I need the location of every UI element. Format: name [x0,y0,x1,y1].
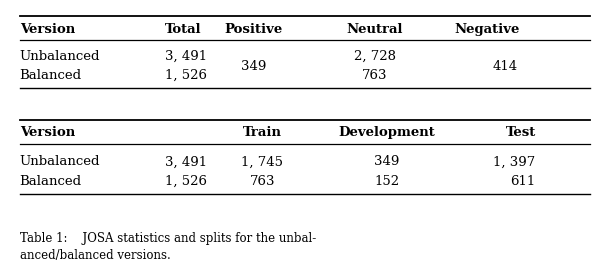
Text: Total: Total [165,23,202,36]
Text: 3, 491: 3, 491 [165,50,207,63]
Text: 414: 414 [493,60,518,73]
Text: 152: 152 [375,175,400,188]
Text: Unbalanced: Unbalanced [20,50,100,63]
Text: Train: Train [243,127,282,139]
Text: Balanced: Balanced [20,175,82,188]
Text: 3, 491: 3, 491 [165,155,207,168]
Text: 611: 611 [511,175,536,188]
Text: Neutral: Neutral [346,23,403,36]
Text: Unbalanced: Unbalanced [20,155,100,168]
Text: Table 1:    JOSA statistics and splits for the unbal-: Table 1: JOSA statistics and splits for … [20,232,316,245]
Text: 763: 763 [362,69,387,82]
Text: 1, 745: 1, 745 [242,155,284,168]
Text: 1, 526: 1, 526 [165,69,207,82]
Text: 763: 763 [249,175,275,188]
Text: 349: 349 [241,60,266,73]
Text: Version: Version [20,127,75,139]
Text: 1, 397: 1, 397 [493,155,536,168]
Text: Development: Development [339,127,436,139]
Text: Test: Test [506,127,536,139]
Text: 1, 526: 1, 526 [165,175,207,188]
Text: Positive: Positive [224,23,282,36]
Text: 2, 728: 2, 728 [354,50,396,63]
Text: Negative: Negative [454,23,520,36]
Text: anced/balanced versions.: anced/balanced versions. [20,249,170,262]
Text: Version: Version [20,23,75,36]
Text: 349: 349 [375,155,400,168]
Text: Balanced: Balanced [20,69,82,82]
